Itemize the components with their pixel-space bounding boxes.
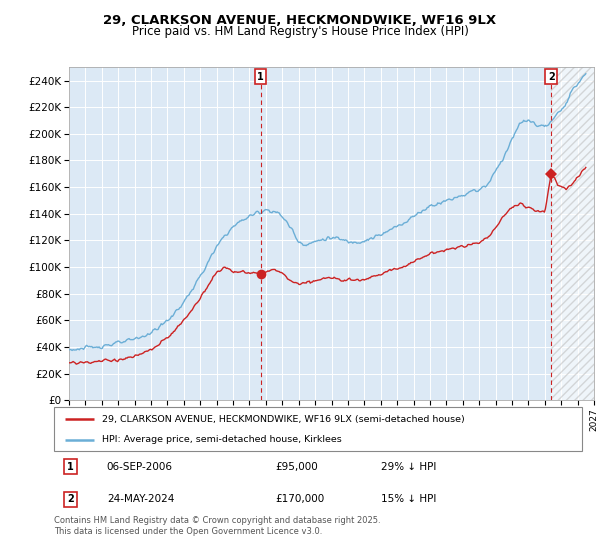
- Text: 06-SEP-2006: 06-SEP-2006: [107, 461, 173, 472]
- Text: 15% ↓ HPI: 15% ↓ HPI: [382, 494, 437, 505]
- Bar: [551, 67, 594, 400]
- Text: £170,000: £170,000: [276, 494, 325, 505]
- Text: Price paid vs. HM Land Registry's House Price Index (HPI): Price paid vs. HM Land Registry's House …: [131, 25, 469, 38]
- Text: Contains HM Land Registry data © Crown copyright and database right 2025.
This d: Contains HM Land Registry data © Crown c…: [54, 516, 380, 536]
- Text: £95,000: £95,000: [276, 461, 319, 472]
- Text: 2: 2: [548, 72, 554, 82]
- Text: 29% ↓ HPI: 29% ↓ HPI: [382, 461, 437, 472]
- FancyBboxPatch shape: [54, 407, 582, 451]
- Text: 29, CLARKSON AVENUE, HECKMONDWIKE, WF16 9LX (semi-detached house): 29, CLARKSON AVENUE, HECKMONDWIKE, WF16 …: [101, 415, 464, 424]
- Text: 2: 2: [67, 494, 74, 505]
- Text: HPI: Average price, semi-detached house, Kirklees: HPI: Average price, semi-detached house,…: [101, 435, 341, 445]
- Text: 24-MAY-2024: 24-MAY-2024: [107, 494, 174, 505]
- Text: 29, CLARKSON AVENUE, HECKMONDWIKE, WF16 9LX: 29, CLARKSON AVENUE, HECKMONDWIKE, WF16 …: [103, 14, 497, 27]
- Text: 1: 1: [67, 461, 74, 472]
- Text: 1: 1: [257, 72, 264, 82]
